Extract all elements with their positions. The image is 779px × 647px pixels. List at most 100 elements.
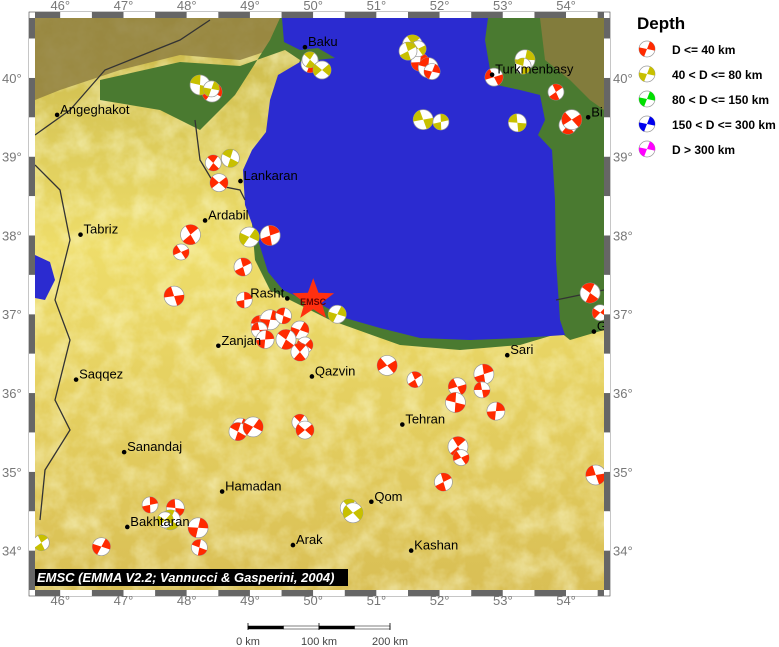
focal-mechanism-beachball[interactable] xyxy=(342,502,364,524)
city-label: Bi xyxy=(591,104,603,119)
frame-stripe xyxy=(60,12,92,18)
city-dot xyxy=(408,548,414,553)
focal-mechanism-beachball[interactable] xyxy=(508,113,527,133)
focal-mechanism-beachball[interactable] xyxy=(445,392,466,413)
city-dot xyxy=(219,489,225,494)
focal-mechanism-beachball[interactable] xyxy=(579,282,601,304)
legend-label: 80 < D <= 150 km xyxy=(672,93,769,107)
focal-mechanism-beachball[interactable] xyxy=(423,63,441,80)
legend-label: 40 < D <= 80 km xyxy=(672,68,762,82)
focal-mechanism-beachball[interactable] xyxy=(141,496,159,514)
focal-mechanism-beachball[interactable] xyxy=(327,304,347,324)
city-label: Kashan xyxy=(414,538,458,553)
focal-mechanism-beachball[interactable] xyxy=(312,60,332,80)
focal-mechanism-beachball[interactable] xyxy=(447,377,467,397)
focal-mechanism-beachball[interactable] xyxy=(514,57,532,75)
focal-mechanism-beachball[interactable] xyxy=(209,173,229,193)
city-g: G xyxy=(591,319,604,334)
focal-mechanism-beachball[interactable] xyxy=(242,416,264,438)
lon-tick-label: 54° xyxy=(556,0,576,13)
frame-stripe xyxy=(155,590,187,596)
focal-mechanism-beachball[interactable] xyxy=(255,330,275,349)
lat-tick-label: 39° xyxy=(613,150,633,165)
focal-mechanism-beachball[interactable] xyxy=(203,80,220,98)
focal-mechanism-beachball[interactable] xyxy=(486,401,506,421)
city-qazvin: Qazvin xyxy=(309,363,355,379)
legend-item: D > 300 km xyxy=(638,140,735,158)
focal-mechanism-beachball[interactable] xyxy=(275,307,292,325)
lon-tick-label: 50° xyxy=(303,0,323,13)
focal-mechanism-beachball[interactable] xyxy=(432,113,450,131)
focal-mechanism-beachball[interactable] xyxy=(452,449,470,466)
focal-mechanism-beachball[interactable] xyxy=(434,472,453,492)
beachball-icon[interactable] xyxy=(638,115,656,133)
city-sari: Sari xyxy=(504,342,534,358)
focal-mechanism-beachball[interactable] xyxy=(547,83,565,101)
focal-mechanism-beachball[interactable] xyxy=(376,355,398,376)
frame-stripe xyxy=(29,471,35,512)
city-dot xyxy=(78,232,83,237)
focal-mechanism-beachball[interactable] xyxy=(238,226,260,248)
focal-mechanism-beachball[interactable] xyxy=(235,291,253,309)
focal-mechanism-beachball[interactable] xyxy=(295,420,315,440)
frame-stripe xyxy=(60,590,92,596)
frame-stripe xyxy=(604,18,610,39)
focal-mechanism-beachball[interactable] xyxy=(484,67,504,87)
city-dot xyxy=(302,44,308,50)
beachball-icon[interactable] xyxy=(638,140,656,158)
lat-tick-label: 37° xyxy=(2,307,22,322)
focal-mechanism-beachball[interactable] xyxy=(92,537,111,557)
beachball-icon[interactable] xyxy=(638,40,656,58)
frame-stripe xyxy=(29,274,35,315)
lon-tick-label: 53° xyxy=(493,0,513,13)
lat-tick-label: 40° xyxy=(2,71,22,86)
beachball-icon[interactable] xyxy=(638,65,656,83)
focal-mechanism-beachball[interactable] xyxy=(156,511,174,529)
border-line xyxy=(35,164,71,521)
focal-mechanism-beachball[interactable] xyxy=(204,154,222,172)
city-kashan: Kashan xyxy=(408,538,458,553)
scale-segment xyxy=(247,625,284,630)
focal-mechanism-beachball[interactable] xyxy=(33,534,50,552)
scale-label-0: 0 km xyxy=(236,636,260,647)
focal-mechanism-beachball[interactable] xyxy=(259,225,281,246)
city-label: Ardabil xyxy=(208,207,249,222)
star-icon xyxy=(292,278,335,318)
focal-mechanism-beachball[interactable] xyxy=(221,148,240,168)
beachball-icon[interactable] xyxy=(638,90,656,108)
focal-mechanism-beachball[interactable] xyxy=(585,464,606,486)
focal-mechanism-beachball[interactable] xyxy=(412,109,434,130)
focal-mechanism-beachball[interactable] xyxy=(398,41,418,61)
focal-mechanism-beachball[interactable] xyxy=(591,304,608,322)
frame-stripe xyxy=(534,12,567,18)
frame-stripe xyxy=(29,550,35,590)
focal-mechanism-beachball[interactable] xyxy=(406,371,424,388)
frame-stripe xyxy=(29,432,35,472)
lat-tick-label: 39° xyxy=(2,150,22,165)
focal-mechanism-beachball[interactable] xyxy=(290,342,310,362)
frame-stripe xyxy=(344,12,377,18)
focal-mechanism-beachball[interactable] xyxy=(233,257,253,277)
focal-mechanism-beachball[interactable] xyxy=(301,51,319,69)
lon-tick-label: 48° xyxy=(177,0,197,13)
focal-mechanism-beachball[interactable] xyxy=(163,285,185,307)
city-tehran: Tehran xyxy=(400,412,445,427)
city-dot xyxy=(54,112,60,118)
frame-stripe xyxy=(534,590,567,596)
lat-tick-label: 40° xyxy=(613,71,633,86)
focal-mechanism-beachball[interactable] xyxy=(473,363,495,385)
focal-mechanism-beachball[interactable] xyxy=(561,109,583,130)
focal-mechanism-beachball[interactable] xyxy=(187,517,209,539)
focal-mechanism-beachball[interactable] xyxy=(191,539,208,556)
lon-tick-label: 47° xyxy=(114,0,134,13)
city-sanandaj: Sanandaj xyxy=(121,439,182,455)
city-dot xyxy=(284,296,290,301)
focal-mechanism-beachball[interactable] xyxy=(473,381,491,399)
focal-mechanism-beachball[interactable] xyxy=(172,243,190,261)
frame-stripe xyxy=(29,38,35,78)
city-label: Qazvin xyxy=(315,363,355,378)
tick-labels: 46° 46° 47° 47° 48° 48° 49° 49° 50° 50° 51° 51° 52° 5… xyxy=(2,0,633,608)
epicenter-marker[interactable]: EMSC xyxy=(292,278,335,318)
focal-mechanism-beachball[interactable] xyxy=(180,224,201,246)
focal-mechanism-beachball[interactable] xyxy=(275,329,297,350)
